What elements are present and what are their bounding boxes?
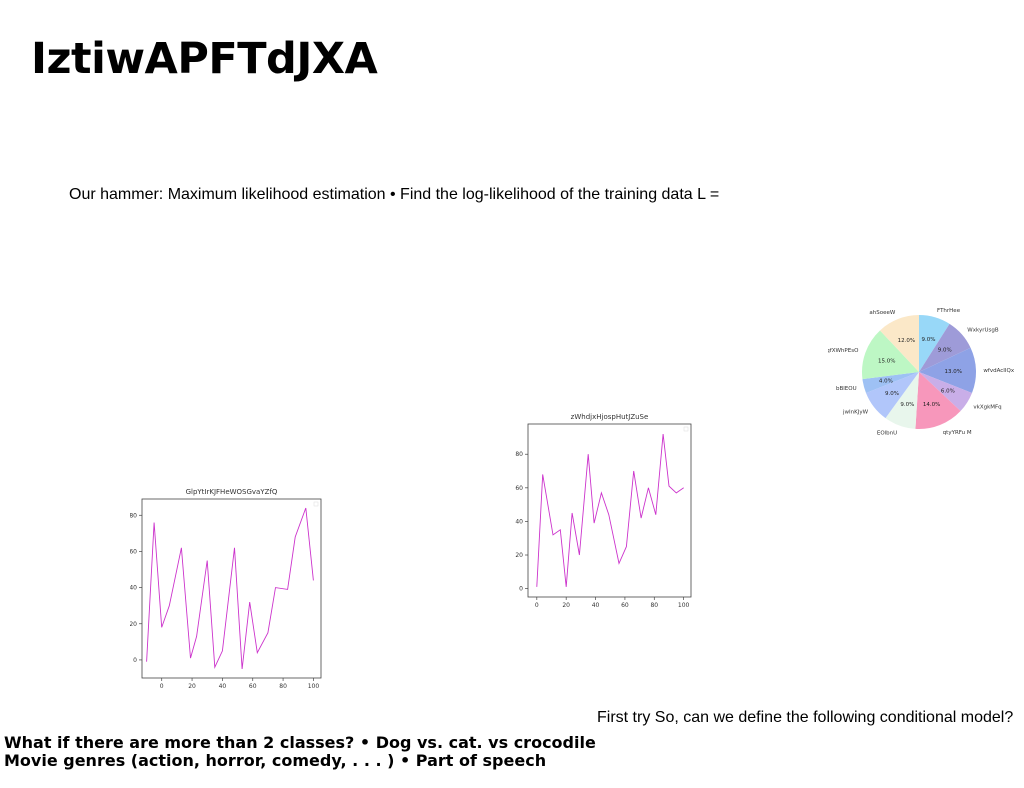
x-tick-label: 80 — [279, 683, 287, 690]
pie-slice — [885, 372, 919, 429]
pie-slice — [919, 372, 972, 412]
chart-2-frame — [527, 423, 692, 598]
x-tick-label: 0 — [160, 683, 164, 690]
pie-pct-label: 4.0% — [879, 379, 893, 385]
chart-1-frame — [141, 498, 322, 679]
pie-pct-label: 9.0% — [900, 402, 914, 408]
pie-category-label: WxkyrUsgB — [967, 327, 999, 333]
y-tick-label: 80 — [515, 451, 523, 458]
pie-category-label: wfvdAcIIQx — [983, 368, 1014, 374]
pie-category-label: qfXWhPEsO — [828, 348, 859, 354]
pie-slice — [919, 315, 950, 372]
y-tick-label: 80 — [130, 512, 137, 519]
x-tick-label: 60 — [249, 683, 257, 690]
pie-slice — [862, 330, 919, 380]
footer-line-1: What if there are more than 2 classes? •… — [4, 733, 596, 752]
pie-pct-label: 13.0% — [944, 369, 961, 375]
footer-line-2: Movie genres (action, horror, comedy, . … — [4, 751, 547, 770]
x-tick-label: 20 — [188, 683, 196, 690]
pie-pct-label: 12.0% — [898, 338, 915, 344]
pie-slice — [866, 372, 919, 419]
chart-2-legend — [683, 426, 689, 432]
pie-category-label: vkXgkMFq — [973, 405, 1001, 411]
x-tick-label: 40 — [592, 602, 600, 609]
pie-category-label: FThrHee — [937, 308, 961, 314]
y-tick-label: 0 — [133, 657, 137, 664]
chart-2-series-line — [536, 434, 684, 587]
pie-pct-label: 14.0% — [923, 402, 940, 408]
pie-slice — [915, 372, 961, 430]
y-tick-label: 60 — [515, 485, 523, 492]
line-chart-2: zWhdjxHjospHutJZuSe 0 20 40 60 80 100 0 20 40 60 80 — [515, 413, 692, 609]
line-chart-1: GlpYtIrKJFHeWOSGvaYZfQ 0 20 40 60 80 100 0 20 40 6… — [130, 488, 322, 690]
footer-text: What if there are more than 2 classes? •… — [4, 734, 596, 770]
pie-pct-label: 15.0% — [878, 358, 895, 364]
x-tick-label: 60 — [621, 602, 629, 609]
chart-2-title: zWhdjxHjospHutJZuSe — [571, 413, 649, 421]
y-tick-label: 20 — [130, 621, 137, 628]
chart-1-series-line — [146, 507, 314, 670]
chart-1-legend — [313, 501, 319, 507]
pie-category-label: bBlEOU — [836, 386, 857, 392]
x-tick-label: 20 — [562, 602, 570, 609]
pie-chart: 9.0% FThrHee 9.0% WxkyrUsgB 13.0% wfvdAcIIQx 6… — [828, 308, 1015, 437]
y-tick-label: 20 — [515, 552, 523, 559]
pie-slice — [919, 347, 977, 393]
slide-title: IztiwAPFTdJXA — [31, 34, 378, 84]
pie-pct-label: 9.0% — [885, 391, 899, 397]
y-tick-label: 60 — [130, 548, 137, 555]
pie-category-label: EOlbnU — [877, 431, 897, 437]
pie-category-label: qtyYRFu M — [943, 430, 972, 436]
slide-subtitle: Our hammer: Maximum likelihood estimatio… — [69, 186, 720, 203]
pie-slice — [862, 372, 919, 393]
y-tick-label: 40 — [130, 585, 137, 592]
right-note: First try So, can we define the followin… — [597, 709, 1014, 726]
pie-category-label: ahSoeeW — [869, 310, 895, 316]
x-tick-label: 80 — [650, 602, 658, 609]
pie-slice — [879, 315, 919, 372]
x-tick-label: 0 — [535, 602, 539, 609]
pie-slice — [919, 323, 971, 372]
y-tick-label: 40 — [515, 518, 523, 525]
x-tick-label: 40 — [219, 683, 227, 690]
pie-pct-label: 9.0% — [922, 337, 936, 343]
x-tick-label: 100 — [308, 683, 320, 690]
pie-pct-label: 9.0% — [938, 347, 952, 353]
chart-1-title: GlpYtIrKJFHeWOSGvaYZfQ — [186, 488, 278, 496]
y-tick-label: 0 — [519, 586, 523, 593]
pie-pct-label: 6.0% — [941, 388, 955, 394]
pie-category-label: jwInKJyW — [842, 410, 869, 416]
x-tick-label: 100 — [678, 602, 690, 609]
